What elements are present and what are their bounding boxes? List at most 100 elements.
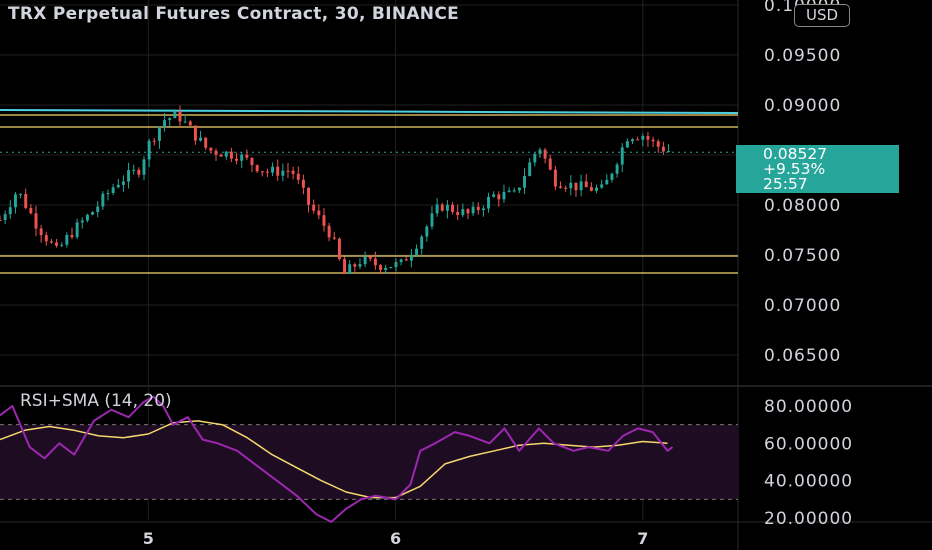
candle-body — [373, 258, 377, 266]
candle-body — [589, 187, 593, 191]
candle-body — [610, 173, 614, 180]
candle-body — [456, 211, 460, 216]
candle-body — [471, 206, 475, 214]
candle-body — [368, 256, 372, 259]
candle-body — [291, 170, 295, 174]
candle-body — [91, 211, 95, 215]
candle-body — [631, 139, 635, 142]
candle-body — [337, 238, 341, 260]
candle-body — [276, 166, 280, 176]
candle-body — [307, 187, 311, 205]
candle-body — [209, 147, 213, 151]
candle-body — [569, 182, 573, 189]
price-change: +9.53% — [763, 160, 826, 178]
rsi-tick-label: 80.00000 — [764, 397, 853, 417]
candle-body — [548, 158, 552, 170]
rsi-tick-label: 40.00000 — [764, 472, 853, 492]
candle-body — [3, 214, 7, 221]
time-tick-label: 5 — [143, 529, 154, 548]
candle-body — [85, 214, 89, 221]
candle-body — [651, 139, 655, 142]
candle-body — [661, 146, 665, 152]
time-tick-label: 7 — [637, 529, 648, 548]
candle-body — [219, 154, 223, 157]
candle-body — [574, 182, 578, 191]
price-tick-label: 0.09000 — [764, 96, 841, 116]
candle-body — [404, 259, 408, 261]
candle-body — [29, 208, 33, 214]
axes: 0.100000.095000.090000.085000.080000.075… — [143, 0, 853, 548]
candle-body — [507, 190, 511, 192]
candle-body — [440, 204, 444, 211]
last-price-value: 0.08527 — [763, 145, 828, 163]
price-tick-label: 0.07000 — [764, 296, 841, 316]
candle-body — [466, 209, 470, 214]
candle-body — [271, 166, 275, 173]
candle-body — [60, 244, 64, 246]
candle-body — [363, 256, 367, 265]
time-tick-label: 6 — [390, 529, 401, 548]
candle-body — [343, 259, 347, 274]
candle-body — [322, 215, 326, 226]
horizontal-levels[interactable] — [0, 109, 739, 274]
rsi-tick-label: 60.00000 — [764, 434, 853, 454]
candle-body — [137, 169, 141, 175]
candle-body — [301, 179, 305, 188]
candle-body — [497, 194, 501, 200]
candle-body — [641, 136, 645, 140]
rsi-band — [0, 424, 738, 500]
candle-body — [0, 220, 2, 221]
candle-body — [476, 206, 480, 211]
candle-body — [281, 170, 285, 176]
candle-body — [425, 226, 429, 237]
candle-body — [327, 225, 331, 238]
candle-body — [584, 181, 588, 188]
candle-body — [451, 204, 455, 212]
rsi-tick-label: 20.00000 — [764, 509, 853, 529]
candle-body — [235, 158, 239, 161]
candle-body — [358, 264, 362, 267]
candle-body — [49, 241, 53, 243]
rsi-indicator-title[interactable]: RSI+SMA (14, 20) — [20, 391, 172, 411]
candle-body — [579, 181, 583, 191]
price-tick-label: 0.06500 — [764, 346, 841, 366]
candle-body — [214, 150, 218, 155]
candle-body — [625, 141, 629, 148]
candle-body — [435, 204, 439, 214]
candle-body — [317, 210, 321, 216]
candle-body — [600, 184, 604, 188]
candle-body — [13, 194, 17, 208]
candle-body — [199, 137, 203, 141]
candle-body — [430, 213, 434, 227]
candle-body — [564, 187, 568, 189]
candle-body — [193, 125, 197, 141]
price-tick-label: 0.07500 — [764, 246, 841, 266]
candle-body — [332, 237, 336, 239]
candle-body — [111, 187, 115, 194]
candle-body — [255, 165, 259, 172]
candle-body — [409, 254, 413, 261]
candle-body — [461, 209, 465, 216]
currency-button[interactable]: USD — [794, 4, 850, 27]
candle-body — [559, 186, 563, 188]
candle-body — [615, 164, 619, 174]
candle-body — [286, 170, 290, 172]
candle-body — [445, 204, 449, 211]
candle-body — [240, 154, 244, 161]
candle-body — [348, 264, 352, 274]
candle-body — [379, 265, 383, 270]
candle-body — [8, 207, 12, 215]
candle-body — [384, 267, 388, 270]
candle-body — [605, 179, 609, 185]
candle-body — [157, 127, 161, 141]
candle-body — [394, 262, 398, 268]
candle-body — [420, 236, 424, 249]
candle-body — [65, 234, 69, 245]
candle-body — [389, 267, 393, 269]
candle-body — [173, 111, 177, 119]
candle-body — [595, 187, 599, 191]
candle-body — [512, 190, 516, 192]
candle-body — [70, 234, 74, 238]
candle-body — [636, 139, 640, 141]
